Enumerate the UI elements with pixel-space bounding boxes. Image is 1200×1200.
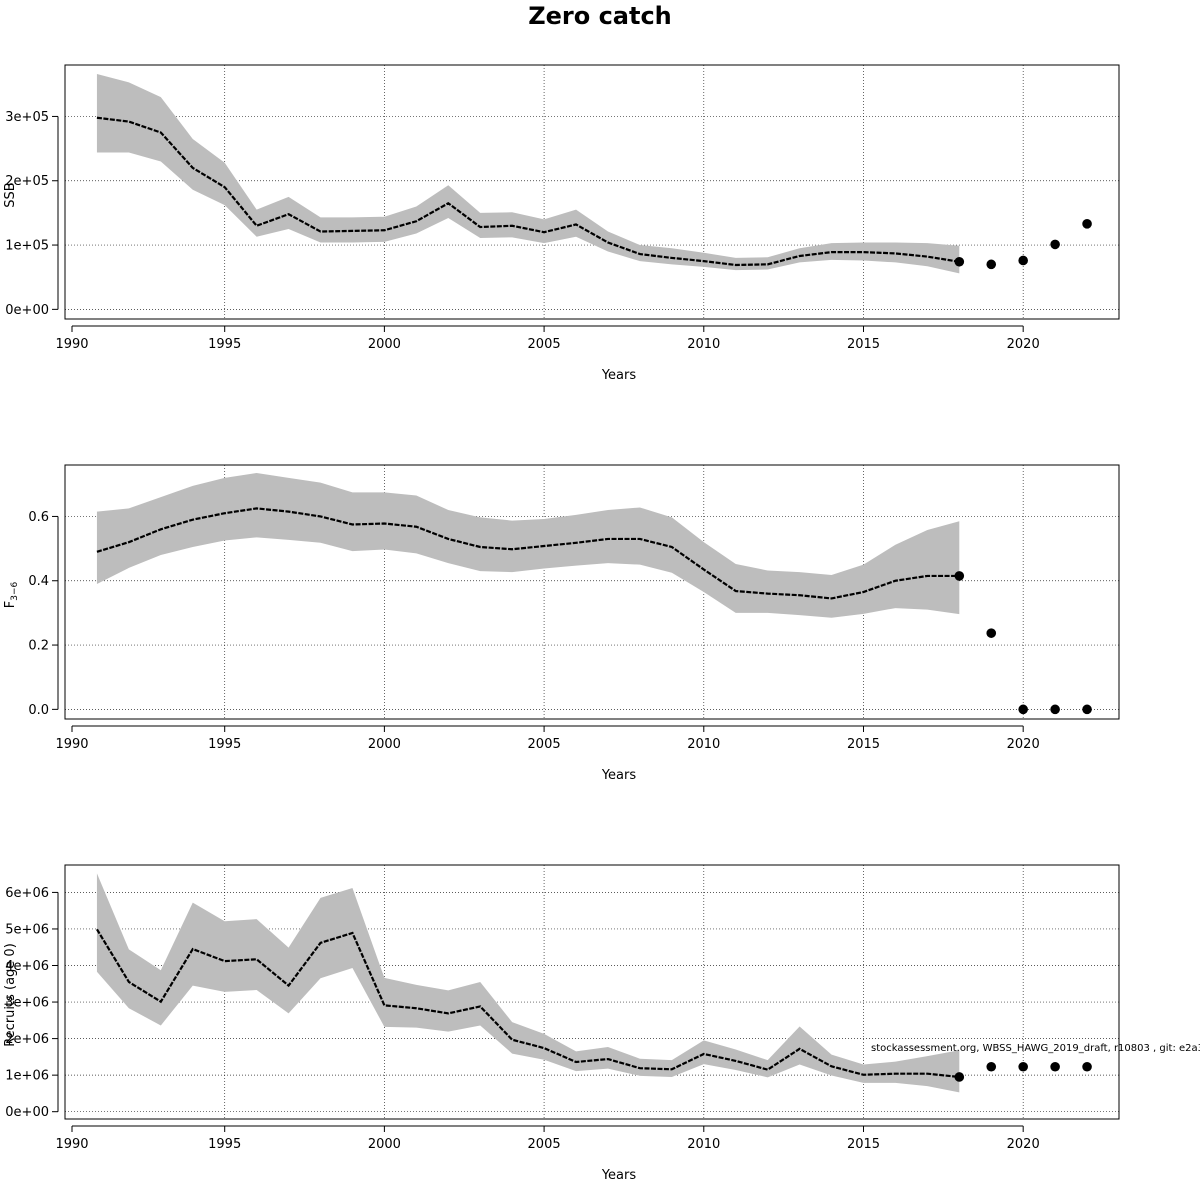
f-plot-frame bbox=[64, 464, 1120, 720]
recruits-x-tick-label-1990: 1990 bbox=[55, 1137, 88, 1152]
recruits-forecast-point-2021 bbox=[1050, 1061, 1060, 1072]
recruits-y-tick-label: 3e+06 bbox=[5, 996, 49, 1011]
ssb-forecast-point-2018 bbox=[954, 256, 965, 267]
ssb-forecast-point-2020 bbox=[1018, 255, 1028, 266]
f-confidence-band bbox=[96, 473, 960, 618]
recruits-y-tick-label: 1e+06 bbox=[5, 1069, 49, 1084]
f-x-tick-label-2000: 2000 bbox=[368, 737, 401, 752]
f-x-tick-label-1995: 1995 bbox=[208, 737, 241, 752]
recruits-y-tick-label: 2e+06 bbox=[5, 1032, 49, 1047]
f-forecast-point-2021 bbox=[1050, 704, 1060, 715]
ssb-x-tick-label-2010: 2010 bbox=[687, 337, 720, 352]
f-forecast-point-2018 bbox=[954, 571, 965, 581]
recruits-y-tick-label: 5e+06 bbox=[5, 922, 49, 937]
ssb-forecast-point-2022 bbox=[1082, 219, 1092, 229]
ssb-x-axis-label: Years bbox=[601, 368, 637, 383]
f-x-axis-label: Years bbox=[601, 768, 637, 783]
ssb-x-tick-label-2020: 2020 bbox=[1007, 337, 1040, 352]
recruits-y-axis-label: Recruits (age 0) bbox=[3, 943, 18, 1047]
recruits-x-tick-label-2005: 2005 bbox=[528, 1137, 561, 1152]
ssb-forecast-point-2021 bbox=[1050, 239, 1060, 250]
recruits-x-axis-label: Years bbox=[601, 1168, 637, 1183]
f-y-tick-label: 0.6 bbox=[28, 510, 49, 525]
recruits-x-tick-label-2000: 2000 bbox=[368, 1137, 401, 1152]
recruits-estimate-line bbox=[95, 928, 960, 1079]
recruits-forecast-point-2019 bbox=[986, 1061, 997, 1072]
recruits-x-tick-label-2010: 2010 bbox=[687, 1137, 720, 1152]
recruits-y-tick-label: 4e+06 bbox=[5, 959, 49, 974]
ssb-confidence-band bbox=[96, 74, 960, 274]
recruits-forecast-point-2020 bbox=[1018, 1061, 1028, 1072]
recruits-y-tick-label: 0e+00 bbox=[5, 1105, 49, 1120]
f-forecast-point-2022 bbox=[1082, 704, 1092, 715]
ssb-x-tick-label-2015: 2015 bbox=[847, 337, 880, 352]
f-y-tick-label: 0.0 bbox=[28, 703, 49, 718]
ssb-y-tick-label: 0e+00 bbox=[5, 303, 49, 318]
recruits-forecast-point-2022 bbox=[1082, 1061, 1092, 1072]
ssb-y-tick-label: 2e+05 bbox=[5, 174, 49, 189]
f-x-tick-label-2005: 2005 bbox=[528, 737, 561, 752]
ssb-y-axis-label: SSB bbox=[3, 182, 18, 207]
ssb-forecast-point-2019 bbox=[986, 259, 997, 270]
recruits-x-tick-label-2015: 2015 bbox=[847, 1137, 880, 1152]
recruits-forecast-point-2018 bbox=[954, 1072, 965, 1082]
figure-title: Zero catch bbox=[528, 2, 672, 30]
ssb-x-tick-label-2005: 2005 bbox=[528, 337, 561, 352]
ssb-y-tick-label: 1e+05 bbox=[5, 239, 49, 254]
f-x-tick-label-1990: 1990 bbox=[55, 737, 88, 752]
ssb-plot-frame bbox=[64, 64, 1120, 320]
recruits-confidence-band bbox=[96, 873, 960, 1093]
f-estimate-line bbox=[96, 507, 960, 600]
recruits-y-tick-label: 6e+06 bbox=[5, 886, 49, 901]
ssb-estimate-line bbox=[96, 116, 960, 267]
f-x-tick-label-2010: 2010 bbox=[687, 737, 720, 752]
ssb-y-tick-label: 3e+05 bbox=[5, 110, 49, 125]
f-y-axis-label: F3−6 bbox=[3, 581, 20, 608]
footnote: stockassessment.org, WBSS_HAWG_2019_draf… bbox=[871, 1043, 1200, 1054]
recruits-plot-frame bbox=[64, 864, 1120, 1120]
recruits-x-tick-label-1995: 1995 bbox=[208, 1137, 241, 1152]
f-y-tick-label: 0.4 bbox=[28, 574, 49, 589]
recruits-x-tick-label-2020: 2020 bbox=[1007, 1137, 1040, 1152]
f-forecast-point-2020 bbox=[1018, 704, 1028, 715]
f-y-tick-label: 0.2 bbox=[28, 639, 49, 654]
ssb-x-tick-label-1995: 1995 bbox=[208, 337, 241, 352]
ssb-x-tick-label-1990: 1990 bbox=[55, 337, 88, 352]
f-forecast-point-2019 bbox=[986, 628, 997, 638]
f-x-tick-label-2020: 2020 bbox=[1007, 737, 1040, 752]
f-x-tick-label-2015: 2015 bbox=[847, 737, 880, 752]
ssb-x-tick-label-2000: 2000 bbox=[368, 337, 401, 352]
